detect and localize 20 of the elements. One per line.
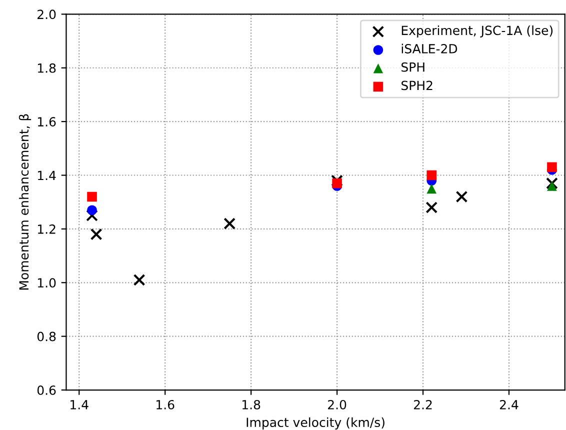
legend-label: iSALE-2D <box>402 44 458 54</box>
x-tick-label: 1.6 <box>156 400 174 410</box>
y-tick-label: 1.4 <box>38 170 56 180</box>
legend-label: Experiment, JSC-1A (lse) <box>402 25 553 38</box>
x-axis-title: Impact velocity (km/s) <box>246 417 384 430</box>
y-tick-label: 0.6 <box>37 385 56 395</box>
y-tick-label: 1.2 <box>38 224 56 234</box>
legend-label: SPH2 <box>402 80 432 90</box>
y-tick-label: 1.6 <box>38 117 56 126</box>
y-axis-title: Momentum enhancement, β <box>18 114 32 290</box>
x-tick-label: 1.8 <box>242 400 260 410</box>
x-tick-label: 2.0 <box>328 400 346 410</box>
y-tick-label: 1.0 <box>38 278 56 288</box>
y-tick-label: 2.0 <box>38 10 56 20</box>
y-tick-label: 0.8 <box>37 332 56 342</box>
legend-label: SPH <box>402 62 424 72</box>
x-tick-label: 2.2 <box>414 400 432 410</box>
y-tick-label: 1.8 <box>38 63 56 73</box>
x-tick-label: 1.4 <box>70 400 88 410</box>
x-tick-label: 2.4 <box>500 400 518 410</box>
